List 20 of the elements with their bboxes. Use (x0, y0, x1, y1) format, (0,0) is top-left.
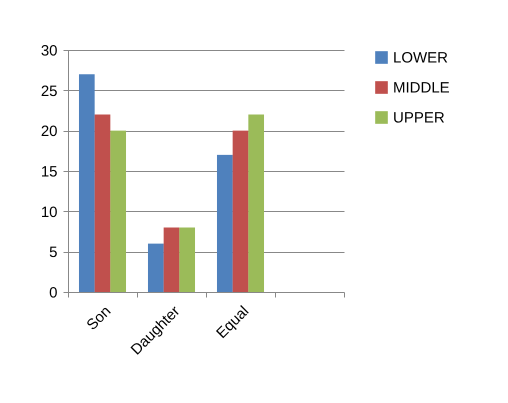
bar (78, 74, 95, 292)
bar (94, 114, 110, 292)
bar (179, 227, 196, 292)
legend-label: LOWER (393, 50, 448, 66)
y-tick-label: 15 (40, 164, 58, 180)
y-tick-label: 5 (49, 244, 58, 262)
bar (164, 227, 180, 292)
y-tick-label: 20 (40, 123, 58, 140)
y-tick-label: 0 (49, 284, 58, 302)
y-tick-label: 10 (40, 204, 58, 221)
bar (248, 114, 264, 292)
legend-label: MIDDLE (393, 80, 450, 96)
bar (148, 244, 164, 292)
bar (110, 130, 126, 292)
y-tick-label: 25 (40, 82, 58, 100)
y-tick-label: 30 (40, 42, 58, 60)
x-tick-label: Son (83, 302, 114, 334)
bar (216, 154, 233, 292)
bar (232, 130, 248, 292)
legend-label: UPPER (393, 110, 445, 126)
